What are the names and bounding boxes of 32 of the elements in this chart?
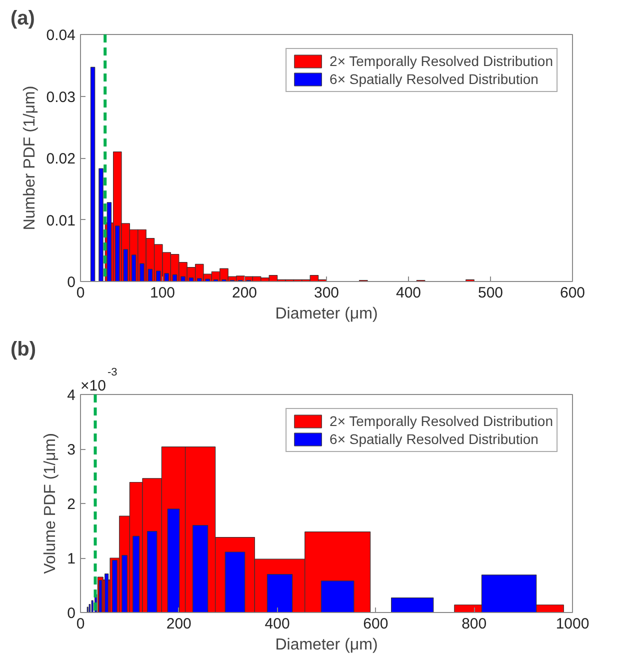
x-tick-label: 400 — [264, 616, 290, 632]
y-tick-label: 0 — [67, 605, 76, 622]
x-tick-label: 200 — [166, 616, 192, 632]
x-tick-label: 800 — [462, 616, 487, 632]
chart-title: (a) — [10, 8, 35, 30]
y-tick-label: 0 — [67, 274, 76, 291]
x-tick-label: 200 — [232, 284, 258, 302]
y-tick-label: 2 — [67, 496, 76, 513]
legend-label: 2× Temporally Resolved Distribution — [330, 53, 553, 69]
y-tick-label: 0.02 — [46, 150, 76, 168]
y-axis-title: Volume PDF (1/μm) — [42, 433, 60, 574]
y-tick-label: 4 — [67, 387, 76, 404]
legend-label: 6× Spatially Resolved Distribution — [330, 431, 538, 447]
x-tick-label: 500 — [478, 284, 504, 302]
legend-label: 2× Temporally Resolved Distribution — [330, 413, 553, 429]
y-tick-label: 1 — [67, 550, 76, 568]
y-tick-label: 3 — [67, 442, 76, 458]
x-axis-title: Diameter (μm) — [275, 306, 378, 322]
y-tick-label: 0.03 — [46, 88, 76, 106]
x-tick-label: 600 — [363, 616, 388, 632]
x-tick-label: 600 — [560, 284, 586, 302]
y-tick-label: 0.04 — [46, 27, 76, 44]
chart-title: (b) — [10, 338, 36, 360]
x-axis-title: Diameter (μm) — [275, 636, 378, 654]
x-tick-label: 100 — [150, 284, 176, 302]
text: ×10-3 — [80, 366, 118, 394]
x-tick-label: 300 — [314, 284, 340, 302]
y-tick-label: 0.01 — [46, 212, 76, 230]
x-tick-label: 1000 — [556, 616, 590, 632]
legend-label: 6× Spatially Resolved Distribution — [330, 71, 538, 87]
y-axis-title: Number PDF (1/μm) — [21, 86, 38, 230]
x-tick-label: 400 — [396, 284, 422, 302]
